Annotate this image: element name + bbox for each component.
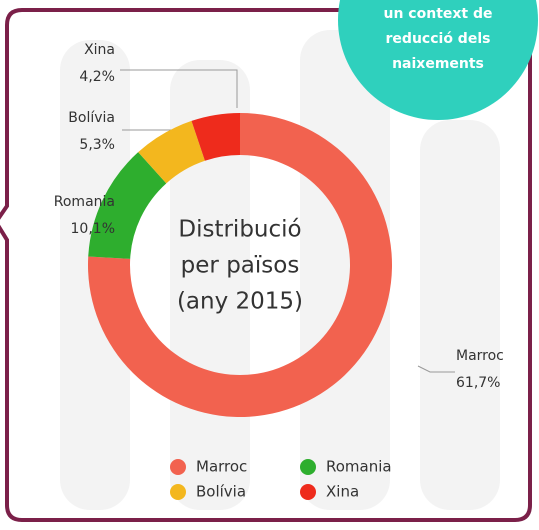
data-label-value: 10,1% [71, 221, 115, 237]
data-label-name: Marroc [456, 348, 504, 364]
data-label-name: Xina [84, 42, 115, 58]
legend-label: Marroc [196, 458, 247, 476]
legend-label: Romania [326, 458, 392, 476]
badge-text: naixements [392, 56, 484, 72]
center-text: Distribució [178, 217, 301, 243]
data-label-name: Bolívia [68, 110, 115, 126]
legend-marker [170, 484, 186, 500]
center-text: (any 2015) [177, 289, 303, 315]
legend-marker [300, 484, 316, 500]
legend-marker [300, 459, 316, 475]
data-label-value: 5,3% [79, 137, 115, 153]
legend-label: Bolívia [196, 483, 246, 501]
center-text: per països [181, 253, 300, 279]
infographic: un context de reducció dels naixements D… [0, 0, 539, 526]
legend-label: Xina [326, 483, 359, 501]
legend-marker [170, 459, 186, 475]
data-label-name: Romania [54, 194, 115, 210]
data-label-value: 4,2% [79, 69, 115, 85]
badge-text: reducció dels [386, 31, 491, 47]
data-label-value: 61,7% [456, 375, 500, 391]
badge-text: un context de [384, 6, 493, 22]
